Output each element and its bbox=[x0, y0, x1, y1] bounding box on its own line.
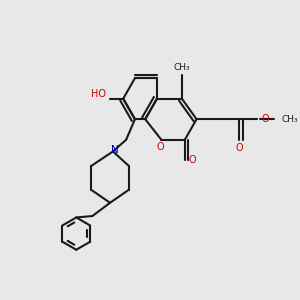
Text: HO: HO bbox=[91, 89, 106, 99]
Text: O: O bbox=[235, 143, 243, 153]
Text: CH₃: CH₃ bbox=[282, 115, 298, 124]
Text: O: O bbox=[156, 142, 164, 152]
Text: CH₃: CH₃ bbox=[174, 63, 190, 72]
Text: O: O bbox=[261, 114, 269, 124]
Text: N: N bbox=[111, 145, 119, 155]
Text: O: O bbox=[188, 155, 196, 165]
